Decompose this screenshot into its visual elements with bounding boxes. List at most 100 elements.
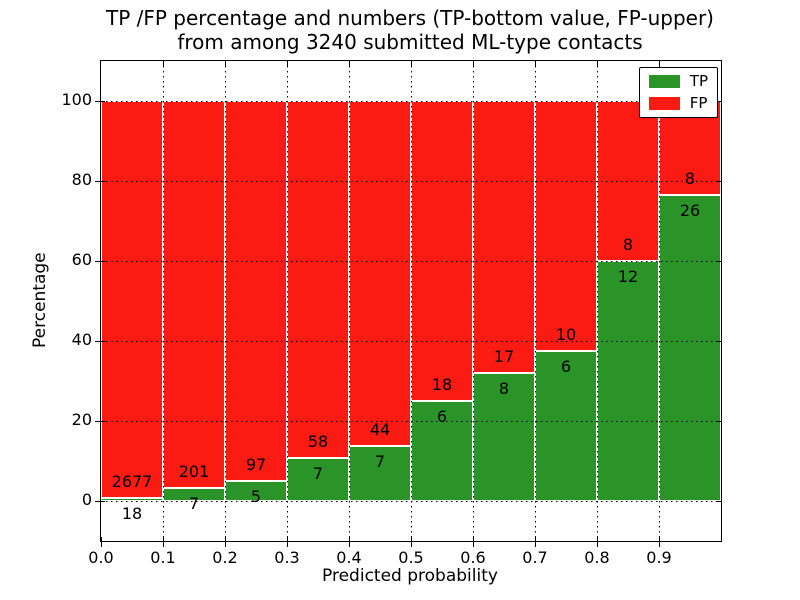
chart-title-line1: TP /FP percentage and numbers (TP-bottom…	[106, 6, 714, 30]
gridline-vertical	[534, 61, 536, 541]
legend-swatch-fp-icon	[648, 97, 680, 110]
x-tick-top	[410, 61, 412, 66]
x-tick-bottom	[286, 537, 288, 547]
chart-title-line2: from among 3240 submitted ML-type contac…	[177, 30, 643, 54]
x-tick-label: 0.4	[336, 548, 362, 567]
y-tick-label: 20	[71, 410, 92, 429]
y-tick-right	[717, 180, 721, 182]
x-tick-top	[224, 61, 226, 66]
bar-count-tp: 8	[498, 379, 510, 398]
x-tick-top	[534, 61, 536, 66]
y-tick-left	[95, 180, 105, 182]
bar-count-fp: 8	[622, 235, 634, 254]
x-tick-label: 0.6	[460, 548, 486, 567]
x-tick-bottom	[348, 537, 350, 547]
bar-segment-fp	[101, 101, 163, 499]
x-tick-top	[596, 61, 598, 66]
bar-count-fp: 8	[684, 169, 696, 189]
x-tick-label: 0.7	[522, 548, 548, 567]
bar-count-tp: 7	[374, 452, 386, 472]
x-tick-label: 0.5	[398, 548, 424, 567]
legend-label-tp: TP	[689, 72, 708, 90]
gridline-vertical	[286, 61, 288, 541]
bar-segment-fp	[287, 101, 349, 458]
legend: TP FP	[638, 67, 718, 118]
bar-count-fp: 2677	[111, 472, 153, 492]
x-tick-label: 0.1	[150, 548, 176, 567]
y-tick-label: 80	[71, 170, 92, 189]
legend-swatch-tp-icon	[648, 75, 680, 88]
bar-segment-fp	[225, 101, 287, 482]
x-tick-bottom	[100, 537, 102, 547]
bar-segment-fp	[349, 101, 411, 447]
x-tick-top	[286, 61, 288, 66]
legend-entry-fp: FP	[648, 94, 708, 112]
bar-count-tp: 26	[679, 201, 701, 221]
bar-count-tp: 18	[121, 504, 143, 524]
bar-segment-fp	[535, 101, 597, 351]
x-tick-label: 0.8	[584, 548, 610, 567]
gridline-vertical	[162, 61, 164, 541]
bar-count-tp: 7	[188, 493, 200, 513]
y-tick-right	[717, 420, 721, 422]
x-tick-top	[658, 61, 660, 66]
x-tick-bottom	[410, 537, 412, 547]
bar-count-tp: 6	[560, 357, 572, 376]
bar-count-fp: 17	[493, 347, 515, 366]
bar-segment-tp	[659, 195, 721, 501]
bar-count-fp: 44	[369, 420, 391, 440]
bar-count-fp: 10	[555, 325, 577, 344]
x-tick-label: 0.2	[212, 548, 238, 567]
bar-segment-fp	[473, 101, 535, 373]
bar-count-tp: 7	[312, 463, 324, 483]
y-tick-right	[717, 260, 721, 262]
x-tick-top	[162, 61, 164, 66]
x-tick-bottom	[224, 537, 226, 547]
gridline-vertical	[596, 61, 598, 541]
bar-segment-tp	[535, 351, 597, 501]
bar-segment-tp	[597, 261, 659, 501]
bar-count-fp: 18	[431, 375, 453, 394]
bar-segment-fp	[163, 101, 225, 488]
x-tick-bottom	[658, 537, 660, 547]
gridline-vertical	[410, 61, 412, 541]
y-tick-right	[717, 340, 721, 342]
legend-label-fp: FP	[689, 94, 708, 112]
x-tick-label: 0.9	[646, 548, 672, 567]
gridline-vertical	[658, 61, 660, 541]
x-tick-label: 0.0	[88, 548, 114, 567]
x-tick-bottom	[534, 537, 536, 547]
y-tick-label: 40	[71, 330, 92, 349]
legend-entry-tp: TP	[648, 72, 708, 90]
bar-count-tp: 6	[436, 407, 448, 426]
y-tick-label: 100	[61, 90, 92, 109]
bar-count-fp: 58	[307, 431, 329, 451]
bar-count-tp: 5	[250, 487, 262, 507]
x-axis-label: Predicted probability	[322, 566, 498, 586]
bar-segment-tp	[411, 401, 473, 501]
bar-segment-fp	[411, 101, 473, 401]
x-tick-bottom	[162, 537, 164, 547]
chart-title: TP /FP percentage and numbers (TP-bottom…	[100, 6, 720, 54]
y-tick-left	[95, 500, 105, 502]
y-tick-left	[95, 100, 105, 102]
gridline-vertical	[472, 61, 474, 541]
y-tick-right	[717, 500, 721, 502]
bar-segment-tp	[473, 373, 535, 501]
plot-area: TP FP 2677 18 201 7 97 5 58 7 44 7 18 6 17 8 10 6 8 12 8 26	[95, 60, 722, 547]
y-tick-label: 0	[81, 490, 92, 509]
y-tick-left	[95, 340, 105, 342]
y-tick-left	[95, 420, 105, 422]
gridline-vertical	[224, 61, 226, 541]
bar-segment-tp	[349, 446, 411, 501]
x-tick-top	[348, 61, 350, 66]
y-tick-label: 60	[71, 250, 92, 269]
bar-count-tp: 12	[617, 267, 639, 286]
gridline-vertical	[348, 61, 350, 541]
x-tick-bottom	[472, 537, 474, 547]
x-tick-label: 0.3	[274, 548, 300, 567]
bar-count-fp: 201	[178, 461, 210, 481]
x-tick-top	[472, 61, 474, 66]
x-tick-bottom	[596, 537, 598, 547]
